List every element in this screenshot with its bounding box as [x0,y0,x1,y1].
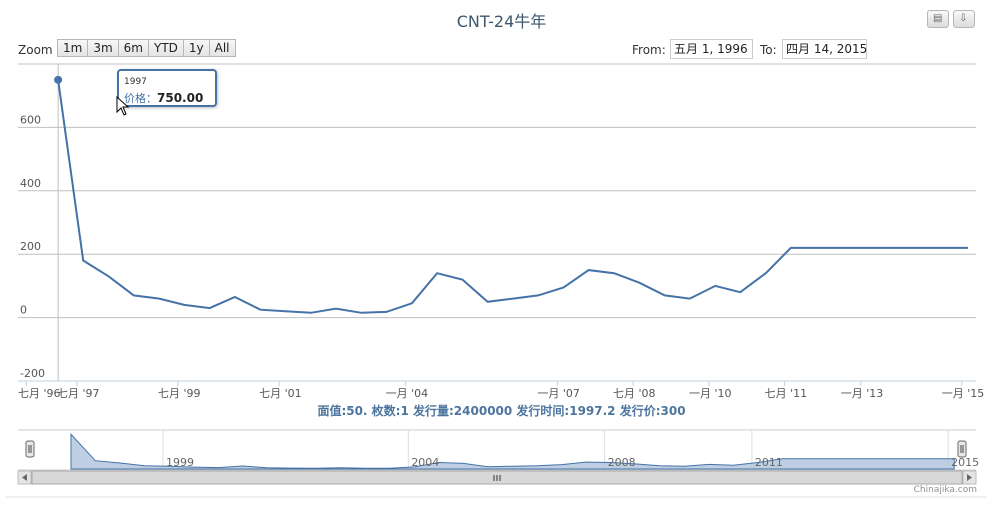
y-tick-label: 0 [20,304,27,317]
tooltip-year: 1997 [124,77,147,87]
print-icon: ▤ [933,13,943,24]
price-series-line [57,79,968,314]
y-tick-label: 400 [20,177,41,190]
download-button[interactable]: ⇩ [953,10,975,28]
scrollbar-grip-icon [493,475,501,481]
credit-label: Chinajika.com [913,485,977,495]
arrow-right-icon [967,474,972,481]
from-date-input[interactable]: 五月 1, 1996 [670,39,753,59]
range-3m-button[interactable]: 3m [87,39,119,57]
navigator-left-handle[interactable] [25,440,35,458]
to-label: To: [760,43,777,57]
scroll-left-button[interactable] [17,470,32,485]
x-tick-label: 一月 '04 [386,387,429,400]
grid-lines [18,63,976,319]
x-tick-label: 七月 '11 [765,387,808,400]
x-tick-label: 一月 '07 [537,387,580,400]
hover-point-marker [54,75,63,84]
stamp-info-caption: 面值:50. 枚数:1 发行量:2400000 发行时间:1997.2 发行价:… [317,404,686,418]
series-points [58,79,968,313]
y-tick-label: 200 [20,240,41,253]
navigator-label: 2004 [411,456,439,469]
navigator-labels: 1999 2004 2008 2011 2015 [166,456,979,469]
y-tick-label: -200 [20,367,45,380]
range-1m-button[interactable]: 1m [57,39,89,57]
zoom-label: Zoom [18,43,53,57]
range-selector: 1m 3m 6m YTD 1y All [57,39,236,57]
print-button[interactable]: ▤ [927,10,949,28]
navigator: 1999 2004 2008 2011 2015 [18,429,979,471]
tooltip-value-line: 价格：750.00 [124,90,203,106]
navigator-label: 1999 [166,456,194,469]
arrow-left-icon [22,474,27,481]
y-tick-label: 600 [20,113,41,126]
tooltip-label: 价格： [124,92,157,105]
x-tick-label: 一月 '10 [689,387,732,400]
x-tick-label: 七月 '96 [18,387,61,400]
scrollbar[interactable] [17,470,977,485]
to-date-input[interactable]: 四月 14, 2015 [782,39,867,59]
navigator-right-handle[interactable] [957,440,967,458]
x-tick-label: 一月 '13 [841,387,884,400]
navigator-label: 2011 [755,456,783,469]
from-label: From: [632,43,666,57]
y-axis-labels: -200 0 200 400 600 [20,113,45,380]
range-1y-button[interactable]: 1y [182,39,210,57]
x-tick-label: 七月 '97 [57,387,100,400]
mouse-cursor-icon [116,96,130,116]
tooltip: 1997 价格：750.00 [117,69,217,107]
download-icon: ⇩ [959,13,968,24]
x-tick-label: 七月 '01 [259,387,302,400]
chart-title: CNT-24牛年 [456,12,547,31]
x-tick-label: 七月 '99 [158,387,201,400]
tooltip-value: 750.00 [157,91,204,105]
navigator-label: 2015 [951,456,979,469]
scroll-right-button[interactable] [962,470,977,485]
range-all-button[interactable]: All [208,39,236,57]
navigator-label: 2008 [608,456,636,469]
navigator-area [70,433,955,470]
x-tick-label: 七月 '08 [613,387,656,400]
x-tick-label: 一月 '15 [942,387,985,400]
